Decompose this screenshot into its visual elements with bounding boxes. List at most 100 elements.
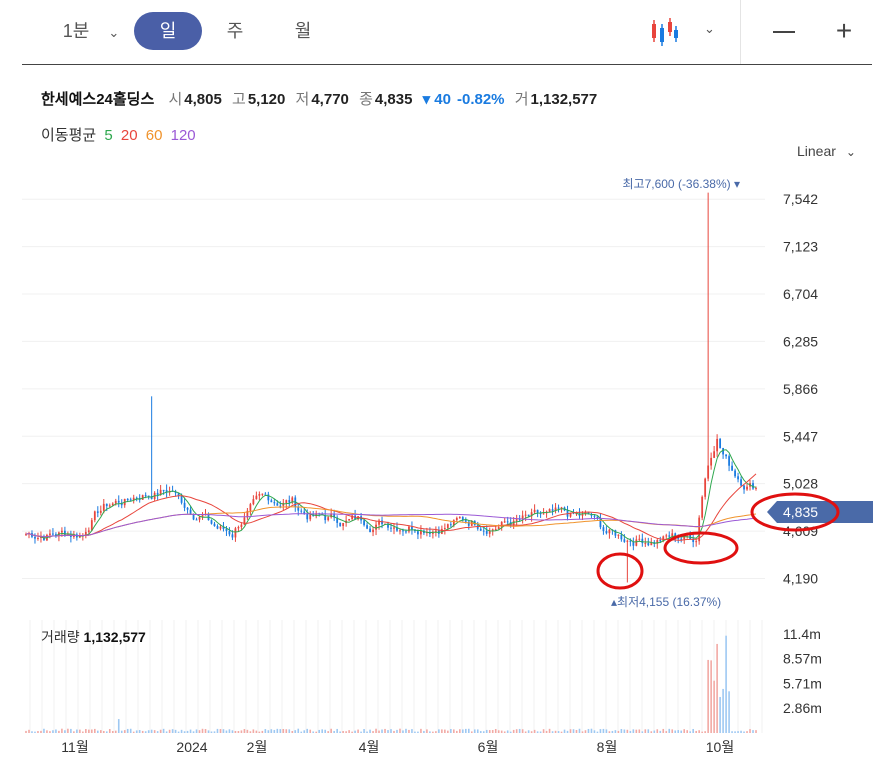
volume-bar	[156, 731, 159, 733]
volume-bar	[231, 730, 234, 733]
tab-monthly[interactable]: 월	[294, 21, 312, 41]
volume-bar	[28, 729, 30, 733]
volume-bar	[629, 730, 632, 733]
candle-body	[37, 537, 39, 539]
candle-body	[216, 526, 219, 529]
candle-body	[252, 499, 255, 505]
price-tick-label: 7,542	[783, 191, 818, 207]
candle-body	[336, 517, 339, 523]
volume-bar	[650, 731, 653, 733]
volume-bar	[114, 730, 117, 733]
volume-bar	[126, 728, 129, 733]
volume-bar	[309, 729, 312, 733]
candle-body	[506, 521, 509, 523]
volume-bar	[150, 729, 153, 733]
volume-bar	[234, 730, 237, 733]
ma-120[interactable]: 120	[170, 127, 196, 144]
tab-daily[interactable]: 일	[134, 12, 202, 50]
candle-body	[485, 530, 488, 534]
candle-body	[536, 509, 539, 513]
candle-body	[713, 451, 716, 458]
tab-weekly[interactable]: 주	[226, 21, 244, 41]
volume-bar	[560, 731, 563, 733]
candle-body	[417, 531, 419, 535]
candle-body	[369, 528, 371, 533]
candle-body	[644, 543, 647, 545]
volume-bar	[189, 729, 192, 733]
volume-bar	[626, 729, 629, 733]
volume-bar	[551, 731, 554, 733]
volume-bar	[282, 728, 285, 733]
volume-bar	[515, 729, 518, 733]
interval-selector[interactable]: 1분 ⌄	[56, 12, 126, 50]
candle-body	[240, 524, 243, 528]
volume-bar	[746, 731, 748, 733]
volume-bar	[740, 730, 742, 733]
ma-20[interactable]: 20	[120, 127, 138, 144]
time-tick-label: 2월	[247, 739, 268, 755]
ma-60[interactable]: 60	[145, 127, 163, 144]
candle-body	[177, 493, 180, 496]
volume-panel-value: 1,132,577	[83, 629, 146, 645]
candle-body	[608, 529, 611, 534]
toolbar-divider	[740, 0, 741, 64]
volume-bar	[542, 729, 545, 733]
candle-body	[159, 489, 162, 495]
volume-bar	[596, 731, 599, 733]
scale-selector[interactable]: Linear ⌄	[797, 143, 856, 159]
volume-bar	[141, 730, 144, 733]
annotations: 최고7,600 (-36.38%) ▾ ▴최저4,155 (16.37%) 4,83…	[596, 177, 873, 609]
add-button[interactable]: +	[828, 12, 860, 50]
candle-body	[375, 524, 377, 530]
candle-body	[593, 515, 596, 517]
low-value: 4,770	[311, 91, 349, 108]
volume-bar	[177, 731, 180, 733]
volume-axis: 11.4m 8.57m 5.71m 2.86m	[783, 626, 822, 716]
moving-average-lines	[25, 449, 757, 544]
volume-bar	[459, 729, 461, 733]
volume-bar	[420, 728, 422, 733]
highlight-circle	[750, 492, 840, 532]
volume-bar	[375, 728, 377, 733]
candle-body	[617, 534, 620, 536]
volume-bar	[590, 728, 593, 733]
volume-bar	[755, 730, 757, 733]
candle-body	[464, 520, 467, 522]
volume-bar	[387, 730, 389, 733]
current-price-tag	[767, 501, 873, 523]
volume-bar	[450, 729, 452, 733]
volume-bar	[393, 730, 395, 733]
volume-bar	[243, 729, 246, 733]
chart-type-button[interactable]: ⌄	[640, 12, 730, 50]
candle-body	[494, 529, 497, 531]
volume-bar	[662, 728, 665, 733]
candle-body	[605, 531, 608, 534]
volume-bar	[76, 729, 78, 733]
volume-bar	[153, 730, 156, 733]
volume-bar	[476, 729, 479, 733]
ma-5[interactable]: 5	[104, 127, 113, 144]
volume-bar	[228, 729, 231, 733]
volume-bar	[548, 728, 551, 733]
candle-body	[674, 533, 677, 538]
volume-bar	[333, 730, 335, 733]
minimize-button[interactable]	[768, 12, 800, 50]
candle-body	[740, 479, 742, 486]
candle-body	[99, 510, 102, 513]
candle-body	[560, 507, 563, 509]
volume-bar	[378, 730, 380, 733]
volume-bar	[716, 643, 718, 733]
candle-body	[228, 530, 231, 535]
chevron-down-icon: ⌄	[704, 21, 715, 36]
volume-bar	[396, 729, 398, 733]
stock-name: 한세예스24홀딩스	[41, 91, 155, 108]
candle-body	[324, 515, 327, 521]
toolbar-separator	[22, 64, 872, 65]
volume-bar	[503, 731, 506, 733]
candle-body	[542, 513, 545, 515]
candle-body	[725, 454, 727, 457]
volume-bar	[294, 730, 297, 733]
volume-bar	[249, 731, 252, 733]
volume-bar	[216, 728, 219, 733]
